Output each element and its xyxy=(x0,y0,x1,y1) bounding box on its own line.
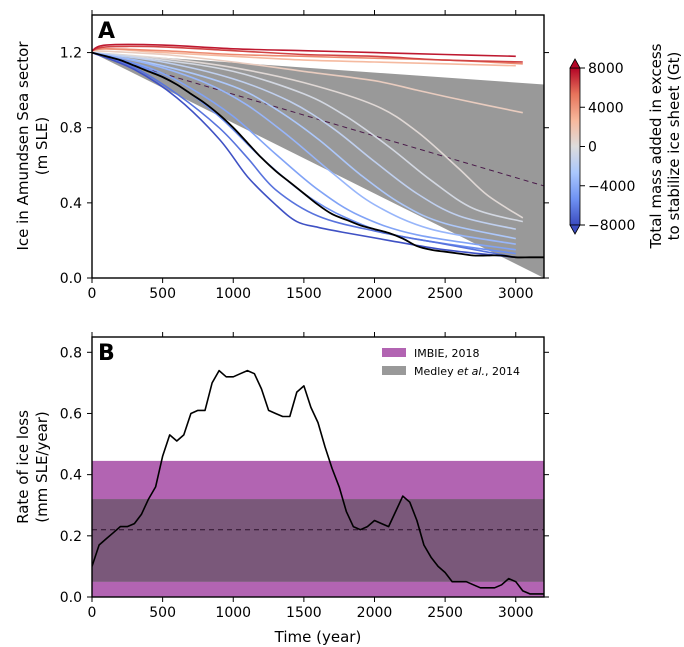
panel-b-xtick-label: 2500 xyxy=(427,605,463,621)
panel-a: 0 500 1000 1500 2000 2500 3000 0.00.40.81.2 A … xyxy=(14,10,549,302)
panel-b-ytick-label: 0.8 xyxy=(60,345,82,361)
panel-a-ylabel-line1: Ice in Amundsen Sea sector xyxy=(14,41,32,251)
reference-line-a xyxy=(92,52,544,187)
colorbar-extend-bottom xyxy=(569,224,581,235)
band-a-0 xyxy=(92,52,544,278)
panel-b-xlabel: Time (year) xyxy=(274,628,362,646)
panel-b-xtick-label: 1500 xyxy=(286,605,322,621)
panel-a-ytick-label: 1.2 xyxy=(60,46,82,62)
colorbar-tick-label: 8000 xyxy=(588,61,624,77)
panel-b-ytick-label: 0.2 xyxy=(60,529,82,545)
ensemble-run-13 xyxy=(92,51,516,259)
panel-b-ylabel-line1: Rate of ice loss xyxy=(14,410,32,524)
colorbar-tick-label: 4000 xyxy=(588,100,624,116)
legend-swatch-imbie xyxy=(382,348,406,357)
panel-b-y-ticks: 0.0 0.2 0.4 0.6 0.8 xyxy=(60,345,549,606)
ensemble-run-11 xyxy=(92,51,516,259)
colorbar-ticks: 8000 4000 0 −4000 −8000 xyxy=(580,61,635,234)
panel-b-xtick-label: 0 xyxy=(88,605,97,621)
panel-a-frame xyxy=(91,14,545,279)
panel-a-ytick-label: 0.8 xyxy=(60,121,82,137)
panel-a-xtick-label: 3000 xyxy=(498,286,534,302)
legend-label-medley: Medley et al., 2014 xyxy=(414,365,520,378)
ensemble-run-5 xyxy=(92,51,516,240)
band-b-overlap xyxy=(92,499,544,582)
panel-a-xtick-label: 2000 xyxy=(357,286,393,302)
panel-b-ytick-label: 0.6 xyxy=(60,406,82,422)
panel-a-x-ticks: 0 500 1000 1500 2000 2500 3000 xyxy=(88,10,534,302)
legend-label-imbie: IMBIE, 2018 xyxy=(414,347,479,360)
ensemble-run-10 xyxy=(92,45,523,63)
panel-a-ytick-label: 0.0 xyxy=(60,271,82,287)
panel-a-xtick-label: 1500 xyxy=(286,286,322,302)
panel-b-x-ticks: 0 500 1000 1500 2000 2500 3000 xyxy=(88,332,534,621)
colorbar-gradient xyxy=(569,67,581,226)
ensemble-run-0 xyxy=(92,51,524,219)
panel-b-series xyxy=(92,369,544,595)
panel-a-y-ticks: 0.0 0.4 0.8 1.2 xyxy=(60,46,549,287)
panel-a-ylabel-line2: (m SLE) xyxy=(33,117,51,175)
panel-b-ytick-label: 0.4 xyxy=(60,468,82,484)
panel-b-ytick-label: 0.0 xyxy=(60,590,82,606)
panel-b-xtick-label: 2000 xyxy=(357,605,393,621)
legend-swatch-medley xyxy=(382,366,406,375)
panel-a-xtick-label: 500 xyxy=(149,286,176,302)
ensemble-run-12 xyxy=(92,43,516,58)
rate-of-loss-line xyxy=(92,369,544,595)
ensemble-run-2 xyxy=(92,49,523,114)
panel-a-ytick-label: 0.4 xyxy=(60,196,82,212)
ensemble-run-6 xyxy=(92,51,516,245)
panel-a-xtick-label: 1000 xyxy=(215,286,251,302)
panel-b-xtick-label: 500 xyxy=(149,605,176,621)
panel-a-label: A xyxy=(98,19,115,44)
colorbar-extend-top xyxy=(569,58,581,69)
panel-b-frame xyxy=(91,336,545,598)
panel-a-xtick-label: 0 xyxy=(88,286,97,302)
ensemble-run-8 xyxy=(92,51,516,251)
panel-a-reference-line xyxy=(92,52,544,187)
panel-b-xtick-label: 1000 xyxy=(215,605,251,621)
colorbar-label-line2: to stabilize ice sheet (Gt) xyxy=(665,52,683,241)
panel-b-ylabel-line2: (mm SLE/year) xyxy=(33,411,51,523)
colorbar-tick-label: 0 xyxy=(588,140,597,156)
panel-b-label: B xyxy=(98,341,115,366)
control-run-line xyxy=(92,51,544,259)
ensemble-run-3 xyxy=(92,51,516,230)
colorbar-label-line1: Total mass added in excess xyxy=(647,43,665,249)
panel-a-xtick-label: 2500 xyxy=(427,286,463,302)
panel-b-xtick-label: 3000 xyxy=(498,605,534,621)
colorbar: 8000 4000 0 −4000 −8000 Total mass added in … xyxy=(569,43,683,249)
panel-b-bands xyxy=(92,460,544,597)
legend: IMBIE, 2018 Medley et al., 2014 xyxy=(382,347,520,378)
colorbar-tick-label: −4000 xyxy=(588,179,635,195)
ensemble-run-1 xyxy=(92,51,523,223)
colorbar-tick-label: −8000 xyxy=(588,218,635,234)
panel-a-control-run xyxy=(92,51,544,259)
panel-b: 0 500 1000 1500 2000 2500 3000 0.0 0.2 0.4 0.6 0.8… xyxy=(14,332,549,646)
